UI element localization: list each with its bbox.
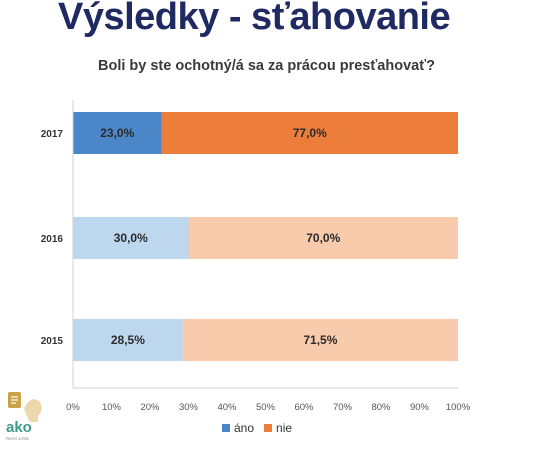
data-label: 71,5% xyxy=(303,333,337,347)
data-label: 77,0% xyxy=(293,126,327,140)
x-tick-label: 40% xyxy=(217,402,237,413)
bar-segment-ano xyxy=(73,319,183,361)
chart-legend: áno nie xyxy=(222,421,302,435)
x-tick-label: 80% xyxy=(371,402,391,413)
legend-swatch-nie xyxy=(264,424,273,432)
slide-title: Výsledky - sťahovanie xyxy=(58,0,451,38)
category-label: 2015 xyxy=(41,336,64,347)
x-tick-label: 10% xyxy=(102,402,122,413)
category-label: 2017 xyxy=(41,129,64,140)
bar-segment-nie xyxy=(182,319,458,361)
data-label: 23,0% xyxy=(100,126,134,140)
chart-title: Boli by ste ochotný/á sa za prácou presť… xyxy=(97,58,435,74)
x-tick-label: 90% xyxy=(410,402,430,413)
legend-label-ano: áno xyxy=(234,421,255,435)
data-label: 70,0% xyxy=(306,231,340,245)
data-label: 28,5% xyxy=(111,333,145,347)
bar-segment-ano xyxy=(73,217,189,259)
legend-label-nie: nie xyxy=(276,421,293,435)
x-tick-label: 70% xyxy=(333,402,353,413)
data-label: 30,0% xyxy=(114,231,148,245)
svg-text:ako: ako xyxy=(6,419,32,436)
bar-segment-ano xyxy=(73,112,162,154)
legend-item-ano: áno xyxy=(222,421,254,435)
x-tick-label: 20% xyxy=(140,402,160,413)
legend-item-nie: nie xyxy=(264,421,292,435)
category-label: 2016 xyxy=(41,234,64,245)
svg-text:PROFIT & RISK: PROFIT & RISK xyxy=(6,437,30,441)
ako-logo: ako PROFIT & RISK xyxy=(6,392,42,441)
legend-swatch-ano xyxy=(222,424,230,432)
x-tick-label: 30% xyxy=(179,402,199,413)
x-tick-label: 100% xyxy=(446,402,471,413)
x-tick-label: 60% xyxy=(294,402,314,413)
x-tick-label: 50% xyxy=(256,402,276,413)
bar-segment-nie xyxy=(188,217,458,259)
bar-segment-nie xyxy=(161,112,459,154)
x-tick-label: 0% xyxy=(66,402,80,413)
